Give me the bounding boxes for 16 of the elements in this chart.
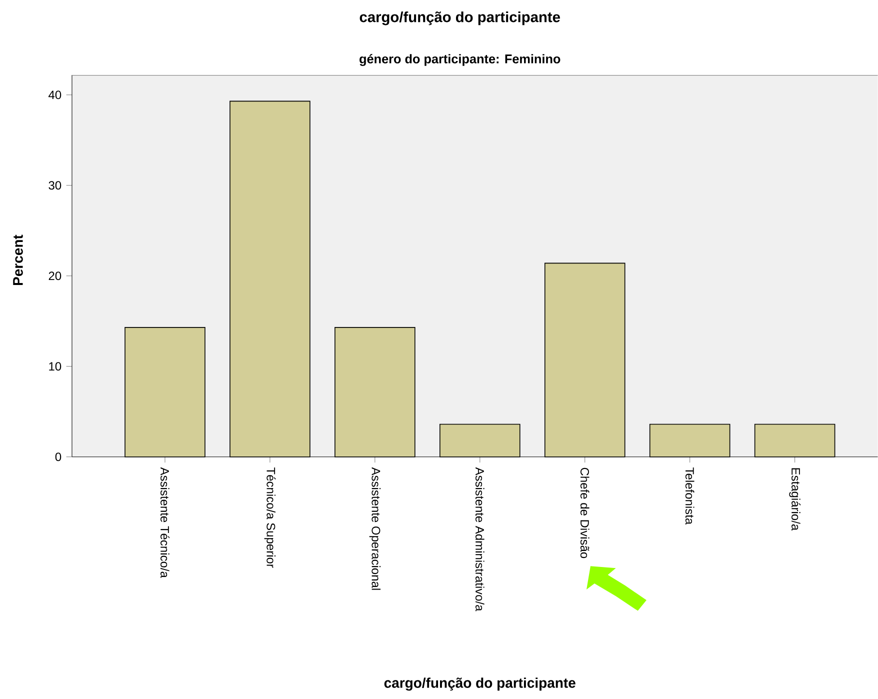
y-axis-title: Percent <box>13 234 23 286</box>
x-tick-label: Chefe de Divisão <box>580 468 590 558</box>
x-tick-label: Assistente Administrativo/a <box>475 467 484 612</box>
y-tick-label: 40 <box>48 90 62 100</box>
y-tick-label: 20 <box>48 272 62 280</box>
chart-title: cargo/função do participante <box>360 12 560 26</box>
y-tick-label: 10 <box>49 362 62 371</box>
x-tick-label: Assistente Operacional <box>369 467 381 590</box>
x-tick-label: Assistente Técnico/a <box>160 467 170 578</box>
y-tick-label: 30 <box>48 181 62 190</box>
x-tick-label: Estagiário/a <box>789 468 800 531</box>
x-tick-label: Técnico/a Superior <box>264 468 276 568</box>
x-tick-label: Telefonista <box>685 468 694 525</box>
chart-subtitle: género do participante: Feminino <box>360 54 560 66</box>
y-tick-label: 0 <box>55 452 62 462</box>
x-axis-title: cargo/função do participante <box>384 678 576 691</box>
